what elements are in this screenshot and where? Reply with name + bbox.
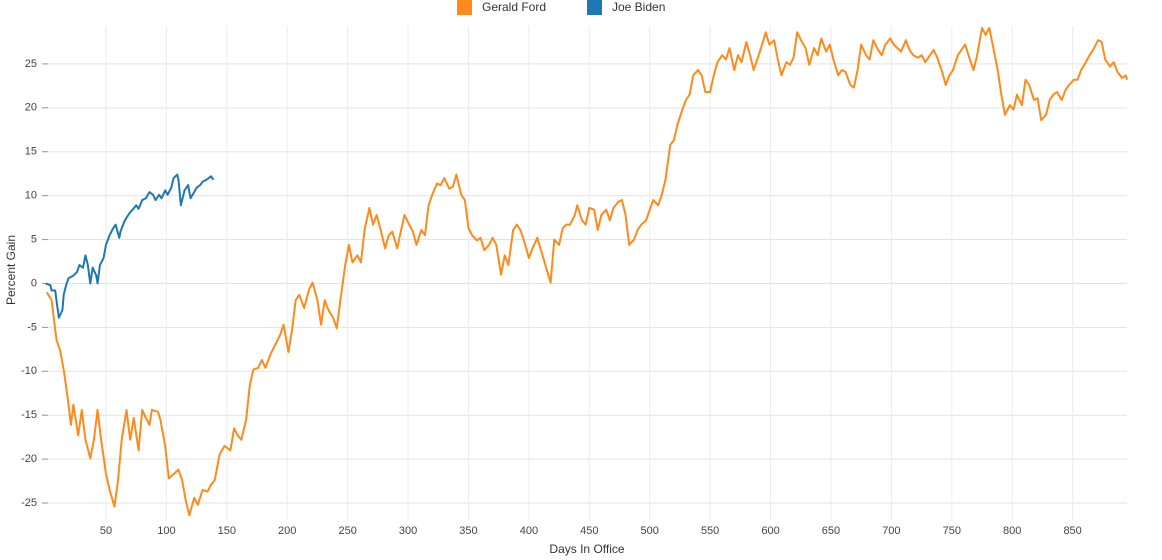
x-tick-label: 800 [1003,525,1021,537]
x-tick-label: 150 [218,525,236,537]
y-tick-label: 20 [25,102,37,114]
y-tick-label: -20 [21,453,37,465]
x-tick-label: 200 [278,525,296,537]
grid [42,26,1127,521]
legend-label: Joe Biden [612,0,665,14]
x-axis-title: Days In Office [549,542,624,556]
x-tick-label: 850 [1063,525,1081,537]
x-tick-label: 750 [943,525,961,537]
series-line [45,173,215,319]
x-tick-label: 50 [100,525,112,537]
x-tick-label: 650 [822,525,840,537]
series-line [45,26,1128,517]
y-tick-label: -25 [21,497,37,509]
y-tick-label: 5 [31,233,37,245]
x-tick-label: 550 [701,525,719,537]
legend-swatch [457,0,472,15]
x-tick-label: 400 [520,525,538,537]
y-tick-label: 25 [25,58,37,70]
y-axis-title: Percent Gain [4,235,18,305]
x-tick-label: 600 [761,525,779,537]
x-tick-label: 350 [459,525,477,537]
x-tick-label: 250 [338,525,356,537]
legend-swatch [587,0,602,15]
y-tick-label: 0 [31,277,37,289]
x-tick-label: 100 [157,525,175,537]
x-tick-label: 450 [580,525,598,537]
x-tick-label: 700 [882,525,900,537]
y-tick-label: -10 [21,365,37,377]
y-tick-label: -5 [27,321,37,333]
y-tick-label: 10 [25,190,37,202]
y-tick-label: -15 [21,409,37,421]
legend-label: Gerald Ford [482,0,546,14]
y-tick-label: 15 [25,146,37,158]
x-tick-label: 500 [641,525,659,537]
x-tick-label: 300 [399,525,417,537]
